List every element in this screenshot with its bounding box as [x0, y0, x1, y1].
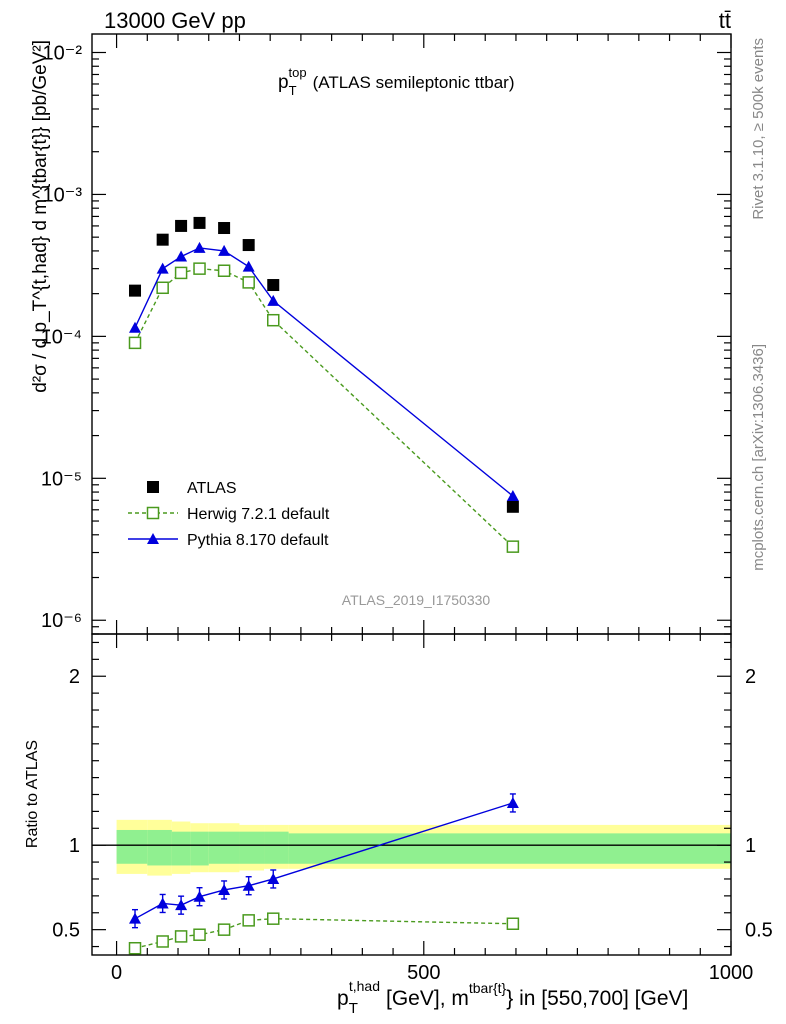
pythia-point — [506, 490, 519, 502]
rivet-version-label: Rivet 3.1.10, ≥ 500k events — [750, 38, 767, 220]
pythia-point — [193, 241, 206, 253]
main-y-tick-label: 10⁻⁶ — [41, 610, 82, 632]
inner-band-segment — [190, 831, 209, 866]
pythia-ratio-point — [218, 883, 231, 895]
legend-pythia-marker — [147, 533, 159, 544]
herwig-point — [506, 540, 520, 553]
pythia-point — [242, 260, 255, 272]
main-y-tick-label: 10⁻⁵ — [41, 468, 82, 490]
atlas-point — [129, 284, 142, 297]
header-energy-label: 13000 GeV pp — [104, 8, 246, 33]
pythia-line — [134, 247, 514, 497]
inner-band-segment — [288, 833, 731, 864]
pythia-ratio-point — [129, 912, 142, 924]
herwig-ratio-point — [193, 928, 206, 941]
pythia-ratio-point — [175, 899, 188, 911]
atlas-point — [218, 222, 231, 235]
atlas-point — [175, 219, 188, 232]
mcplots-label: mcplots.cern.ch [arXiv:1306.3436] — [750, 344, 767, 571]
legend-pythia-label: Pythia 8.170 default — [187, 532, 329, 549]
atlas-point — [267, 279, 280, 292]
herwig-ratio-point — [242, 914, 255, 927]
pythia-point — [267, 294, 280, 306]
main-title: pTtop(ATLAS semileptonic ttbar) — [278, 65, 514, 98]
pythia-ratio-point — [242, 879, 255, 891]
atlas-point — [506, 500, 519, 513]
main-y-tick-label: 10⁻² — [43, 42, 83, 64]
herwig-ratio-point — [267, 912, 280, 925]
pythia-point — [175, 250, 188, 262]
ratio-y-axis-label: Ratio to ATLAS — [24, 740, 41, 848]
axis-ticks — [92, 34, 732, 955]
analysis-watermark: ATLAS_2019_I1750330 — [342, 592, 491, 608]
ratio-y-tick-label-right: 2 — [745, 666, 756, 688]
herwig-point — [217, 264, 231, 277]
herwig-ratio-point — [174, 930, 188, 943]
inner-band-segment — [147, 829, 172, 866]
main-y-axis-label: d²σ / d p_T^{t,had} d m^{tbar{t}} [pb/Ge… — [30, 40, 51, 393]
herwig-ratio-point — [217, 923, 231, 936]
legend-atlas-marker — [147, 481, 159, 493]
main-y-tick-label: 10⁻⁴ — [41, 326, 82, 348]
herwig-point — [174, 266, 188, 280]
ratio-y-tick-label: 1 — [69, 835, 80, 857]
x-axis-label: pTt,had[GeV], mtbar{t}} in [550,700] [Ge… — [337, 978, 688, 1017]
x-tick-label: 500 — [407, 962, 440, 984]
atlas-point — [193, 216, 206, 229]
ratio-y-tick-label: 0.5 — [52, 920, 80, 942]
header-process-label: tt̄ — [719, 8, 731, 33]
pythia-point — [218, 244, 231, 256]
herwig-ratio-line — [134, 917, 513, 949]
axis-tick-labels: 10⁻² 10⁻³ 10⁻⁴ 10⁻⁵ 10⁻⁶ 0 500 1000 2 2 1 1 0.5 0.5 — [41, 42, 773, 984]
inner-band-segment — [208, 831, 240, 864]
herwig-point — [156, 281, 169, 295]
ratio-y-tick-label-right: 0.5 — [745, 920, 773, 942]
inner-band-segment — [116, 829, 148, 864]
herwig-point — [242, 276, 255, 289]
legend-herwig-label: Herwig 7.2.1 default — [187, 506, 330, 523]
main-y-tick-label: 10⁻³ — [43, 184, 83, 206]
herwig-ratio-point — [506, 917, 520, 930]
pythia-ratio-point — [193, 890, 206, 902]
ratio-y-tick-label: 2 — [69, 666, 80, 688]
herwig-line — [134, 267, 514, 548]
inner-band-segment — [264, 831, 289, 864]
pythia-ratio-point — [506, 796, 519, 808]
atlas-point — [156, 233, 169, 246]
legend-atlas-label: ATLAS — [187, 480, 237, 497]
atlas-point — [242, 239, 255, 252]
herwig-ratio-point — [128, 941, 142, 955]
main-series-layer — [128, 216, 520, 553]
ratio-panel-frame — [91, 633, 732, 956]
x-tick-label: 1000 — [709, 962, 754, 984]
herwig-ratio-point — [156, 935, 169, 948]
pythia-point — [156, 262, 169, 274]
inner-band-segment — [239, 831, 265, 864]
pythia-ratio-point — [267, 872, 280, 884]
ratio-y-tick-label-right: 1 — [745, 835, 756, 857]
legend-herwig-marker — [146, 506, 160, 520]
herwig-point — [128, 336, 142, 350]
herwig-point — [267, 313, 280, 327]
pythia-ratio-point — [156, 897, 169, 909]
uncertainty-bands — [92, 819, 731, 876]
ratio-series-layer — [128, 793, 520, 955]
inner-band-segment — [171, 831, 191, 866]
pythia-point — [129, 321, 142, 333]
x-tick-label: 0 — [111, 962, 122, 984]
herwig-point — [193, 262, 206, 275]
legend: ATLAS Herwig 7.2.1 default Pythia 8.170 de… — [128, 480, 330, 549]
